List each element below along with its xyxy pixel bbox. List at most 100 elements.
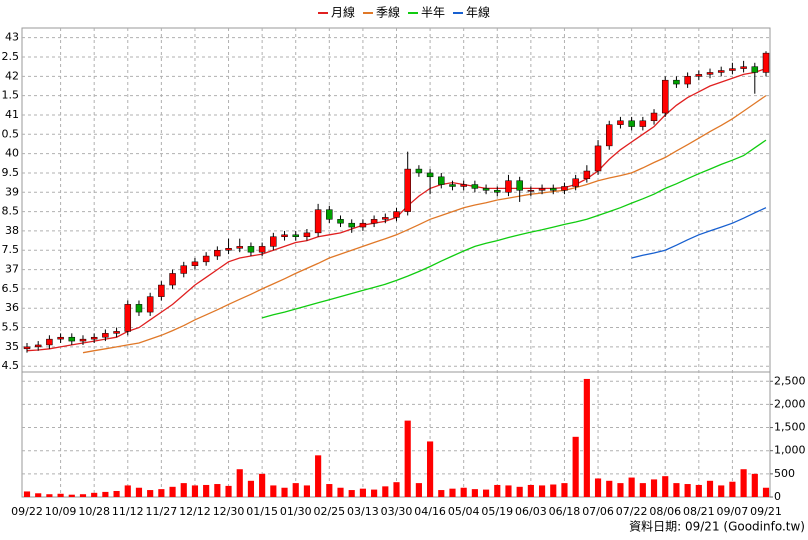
volume-bar: [57, 493, 64, 497]
candle-body: [561, 186, 568, 191]
candle-body: [90, 336, 98, 340]
x-tick-label: 06/18: [549, 505, 581, 518]
candle-body: [135, 304, 143, 313]
candle-body: [191, 261, 199, 266]
volume-bar: [371, 489, 378, 497]
x-tick-label: 10/28: [78, 505, 110, 518]
y-tick-label: 43: [5, 31, 19, 44]
volume-bar: [337, 487, 344, 497]
legend-label: 半年: [421, 6, 445, 20]
candle-body: [684, 76, 691, 85]
volume-bar: [751, 473, 758, 497]
volume-bar: [662, 476, 669, 497]
x-tick-label: 06/03: [515, 505, 547, 518]
volume-bar: [113, 490, 120, 497]
candle-body: [550, 188, 557, 191]
x-tick-label: 08/06: [649, 505, 681, 518]
x-tick-label: 09/07: [717, 505, 749, 518]
y-tick-label: 36: [5, 301, 19, 314]
candle-body: [617, 120, 624, 125]
candle-body: [247, 246, 255, 253]
candle-body: [404, 168, 411, 212]
x-tick-label: 01/15: [246, 505, 278, 518]
y-tick-label: 2.5: [2, 50, 20, 63]
y-tick-label: 35: [5, 340, 19, 353]
x-tick-label: 02/25: [313, 505, 345, 518]
y-tick-label: 7.5: [2, 243, 20, 256]
candle-body: [258, 246, 266, 253]
candle-body: [68, 336, 76, 342]
candle-body: [359, 222, 367, 228]
volume-bar: [740, 469, 747, 497]
y-tick-label: 0.5: [2, 127, 20, 140]
candle-body: [270, 236, 277, 247]
candle-body: [751, 66, 759, 73]
y2-tick-label: 0: [774, 490, 781, 503]
volume-bar: [326, 484, 333, 497]
candle-body: [538, 188, 546, 191]
volume-bar: [617, 483, 624, 497]
y-tick-label: 8.5: [2, 205, 20, 218]
candle-body: [673, 79, 680, 85]
volume-bar: [169, 486, 176, 497]
x-tick-label: 10/09: [45, 505, 77, 518]
volume-bar: [538, 485, 546, 497]
volume-bar: [158, 489, 165, 497]
volume-bar: [191, 485, 199, 497]
volume-bar: [438, 490, 445, 497]
ma-line: [82, 95, 767, 354]
candle-body: [46, 338, 53, 346]
candle-body: [348, 222, 355, 228]
candle-body: [236, 246, 243, 249]
volume-bar: [46, 494, 53, 497]
volume-bar: [203, 484, 210, 497]
footer: 資料日期: 09/21 (Goodinfo.tw): [629, 520, 805, 534]
candle-body: [292, 234, 299, 237]
candle-body: [102, 333, 109, 338]
volume-bar: [35, 493, 42, 497]
volume-bar: [303, 485, 311, 497]
candle-body: [650, 112, 658, 122]
volume-bar: [527, 484, 534, 497]
volume-bar: [247, 480, 255, 497]
x-tick-label: 12/30: [213, 505, 245, 518]
legend-label: 年線: [466, 5, 490, 20]
volume-bar: [259, 473, 266, 497]
volume-bar: [639, 483, 646, 497]
candle-body: [583, 170, 591, 179]
candle-body: [169, 273, 176, 286]
volume-bar: [393, 482, 400, 497]
candle-body: [146, 296, 154, 313]
candle-body: [505, 180, 512, 193]
ma-line: [261, 139, 767, 319]
x-tick-label: 03/13: [347, 505, 379, 518]
candle-body: [214, 249, 221, 257]
candle-body: [661, 79, 669, 114]
volume-bar: [706, 480, 714, 497]
y2-tick-label: 1,000: [774, 444, 806, 457]
volume-bar: [482, 489, 490, 497]
volume-bar: [729, 481, 736, 497]
volume-bar: [561, 483, 568, 497]
x-tick-label: 05/04: [448, 505, 480, 518]
x-tick-label: 01/30: [280, 505, 312, 518]
x-tick-label: 12/12: [179, 505, 211, 518]
candle-body: [729, 68, 736, 71]
candle-body: [337, 219, 344, 224]
volume-bar: [281, 487, 288, 497]
candle-body: [57, 336, 64, 340]
y-tick-label: 4.5: [2, 359, 20, 372]
volume-bar: [415, 483, 422, 497]
candle-body: [482, 188, 490, 191]
x-tick-label: 08/21: [683, 505, 715, 518]
volume-bar: [449, 488, 456, 497]
x-tick-label: 09/22: [11, 505, 43, 518]
y-tick-label: 6.5: [2, 282, 20, 295]
volume-bar: [214, 484, 221, 497]
volume-bar: [225, 485, 232, 497]
candle-body: [124, 304, 132, 332]
candle-body: [762, 52, 770, 73]
y2-tick-label: 500: [774, 467, 795, 480]
